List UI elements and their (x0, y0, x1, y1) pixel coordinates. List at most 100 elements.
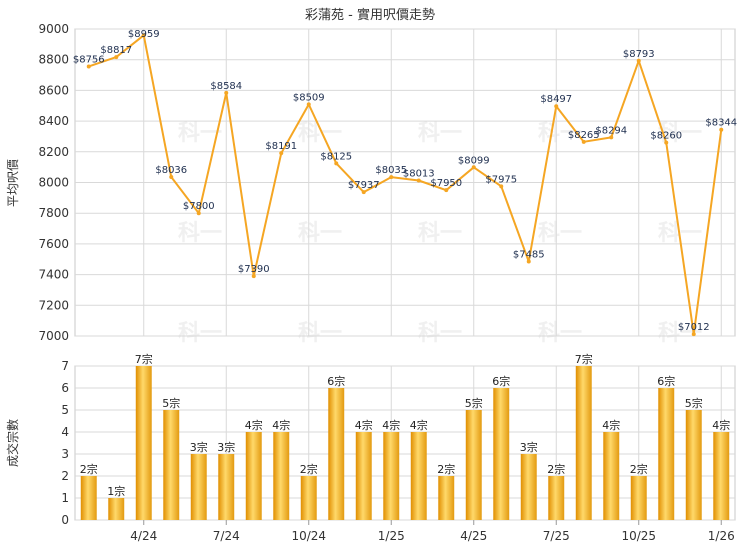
price-line (88, 34, 723, 336)
volume-data-label: 3宗 (520, 440, 538, 454)
chart-title: 彩蒲苑 - 實用呎價走勢 (305, 7, 435, 23)
price-point (196, 211, 201, 216)
price-point (224, 90, 229, 95)
volume-data-label: 4宗 (382, 418, 400, 432)
price-data-label: $8817 (100, 45, 132, 56)
x-tick-label: 1/26 (708, 529, 735, 543)
watermark-text: 科一 (418, 221, 462, 246)
price-point (279, 151, 284, 156)
volume-data-label: 4宗 (272, 418, 290, 432)
price-data-label: $8099 (458, 155, 490, 166)
volume-data-label: 5宗 (465, 396, 483, 410)
volume-data-label: 6宗 (657, 374, 675, 388)
price-data-label: $8344 (705, 118, 737, 129)
price-y-axis-label: 平均呎價 (6, 159, 20, 207)
price-y-tick-label: 8600 (38, 83, 69, 97)
volume-data-label: 6宗 (327, 374, 345, 388)
volume-bar (520, 454, 537, 520)
volume-y-tick-label: 5 (61, 403, 69, 417)
volume-y-tick-label: 4 (61, 425, 69, 439)
volume-bar (685, 410, 702, 520)
price-point (361, 190, 366, 195)
watermark-text: 科一 (298, 221, 342, 246)
x-tick-label: 10/25 (621, 529, 656, 543)
price-point (526, 259, 531, 264)
price-data-label: $8035 (375, 165, 407, 176)
volume-data-label: 5宗 (162, 396, 180, 410)
price-point (306, 102, 311, 107)
price-data-label: $7012 (678, 322, 710, 333)
price-point (334, 161, 339, 166)
volume-data-label: 4宗 (245, 418, 263, 432)
watermark-text: 科一 (538, 221, 582, 246)
volume-bar (163, 410, 180, 520)
price-data-label: $8959 (128, 29, 160, 40)
price-point (636, 58, 641, 63)
price-data-label: $8756 (73, 54, 105, 65)
volume-bar (355, 432, 372, 520)
price-point (554, 104, 559, 109)
volume-y-tick-label: 2 (61, 469, 69, 483)
x-tick-label: 10/24 (291, 529, 326, 543)
price-point (664, 140, 669, 145)
price-data-label: $8509 (293, 92, 325, 103)
price-data-label: $7975 (485, 174, 517, 185)
volume-bar (135, 366, 152, 520)
x-tick-label: 1/25 (378, 529, 405, 543)
volume-bar (548, 476, 565, 520)
watermark-text: 科一 (538, 321, 582, 346)
price-data-label: $7950 (430, 178, 462, 189)
volume-data-label: 4宗 (355, 418, 373, 432)
volume-data-label: 7宗 (135, 352, 153, 366)
price-data-label: $8265 (568, 130, 600, 141)
x-tick-label: 4/24 (130, 529, 157, 543)
volume-bar (108, 498, 125, 520)
volume-bar (273, 432, 290, 520)
price-y-tick-label: 8200 (38, 145, 69, 159)
price-point (416, 178, 421, 183)
price-point (719, 127, 724, 132)
volume-bar (383, 432, 400, 520)
price-y-tick-label: 8400 (38, 114, 69, 128)
price-point (691, 332, 696, 337)
watermark-text: 科一 (298, 321, 342, 346)
x-tick-label: 7/24 (213, 529, 240, 543)
price-y-tick-label: 7200 (38, 298, 69, 312)
volume-bar (575, 366, 592, 520)
x-tick-label: 4/25 (460, 529, 487, 543)
price-point (141, 33, 146, 38)
volume-data-label: 4宗 (712, 418, 730, 432)
volume-data-label: 2宗 (547, 462, 565, 476)
price-data-label: $8191 (265, 141, 297, 152)
watermark-text: 科一 (178, 221, 222, 246)
price-point (251, 274, 256, 279)
price-data-label: $8793 (623, 49, 655, 60)
volume-bar (218, 454, 235, 520)
volume-bar-chart: 0 1 2 3 4 5 6 7 4/24 7/24 10/24 1/25 4/25 7/25 10/25 1/… (61, 352, 736, 543)
volume-bar (190, 454, 207, 520)
price-y-tick-label: 8800 (38, 53, 69, 67)
volume-y-axis-label: 成交宗數 (5, 419, 20, 467)
price-data-label: $8584 (210, 81, 242, 92)
price-y-tick-label: 7600 (38, 237, 69, 251)
price-data-label: $8497 (540, 94, 572, 105)
volume-bar (713, 432, 730, 520)
volume-data-label: 7宗 (575, 352, 593, 366)
price-point (471, 165, 476, 170)
volume-bar (658, 388, 675, 520)
volume-bar (603, 432, 620, 520)
price-data-label: $8125 (320, 151, 352, 162)
volume-data-label: 2宗 (80, 462, 98, 476)
x-tick-label: 7/25 (543, 529, 570, 543)
volume-data-label: 2宗 (437, 462, 455, 476)
volume-y-tick-label: 6 (61, 381, 69, 395)
price-data-label: $8260 (650, 131, 682, 142)
volume-y-tick-label: 7 (61, 359, 69, 373)
volume-data-label: 3宗 (217, 440, 235, 454)
price-point (581, 139, 586, 144)
volume-bar (245, 432, 262, 520)
volume-bar (80, 476, 97, 520)
price-data-label: $7485 (513, 250, 545, 261)
price-point (444, 188, 449, 193)
